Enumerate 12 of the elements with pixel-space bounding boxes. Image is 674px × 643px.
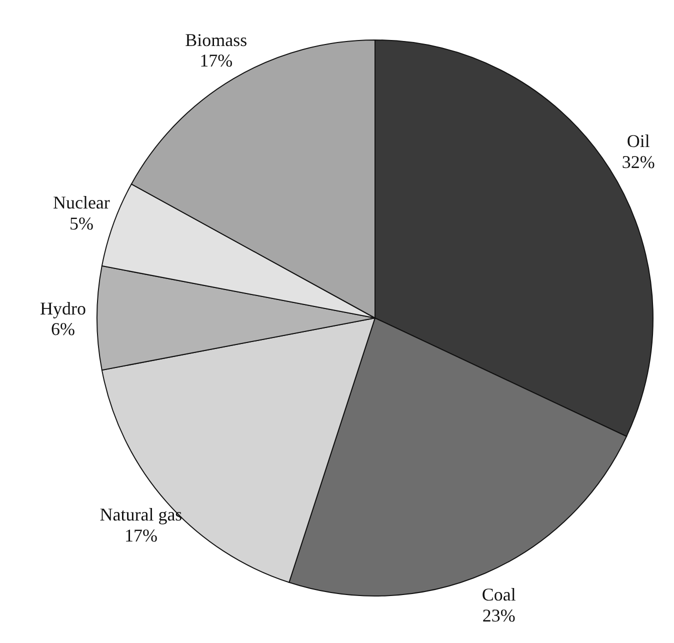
data-label: 17% (124, 525, 158, 546)
slice-label: Hydro (40, 298, 86, 318)
slice-label: Nuclear (52, 192, 110, 213)
data-label: 5% (69, 213, 94, 234)
data-label: 23% (482, 605, 516, 626)
slice-label: Oil (626, 131, 650, 152)
slice-label: Biomass (185, 30, 248, 50)
slice-label: Coal (482, 584, 516, 605)
data-label: 17% (200, 50, 233, 71)
slice-label: Natural gas (100, 504, 182, 525)
data-label: 32% (622, 152, 655, 172)
data-label: 6% (51, 319, 75, 340)
